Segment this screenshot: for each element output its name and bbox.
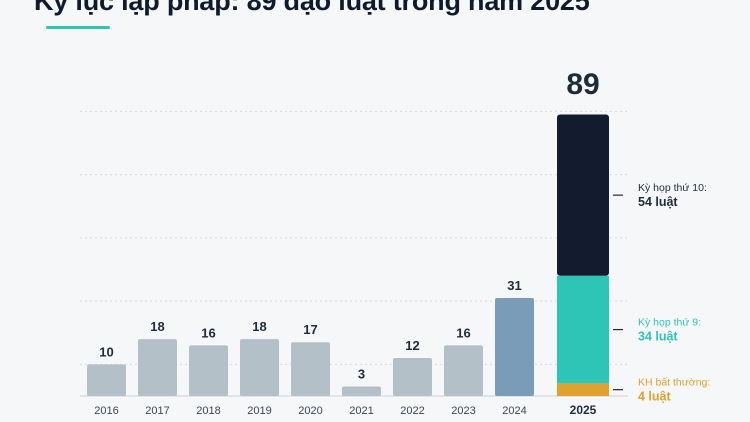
bar-2025-segment-1 [557,383,609,396]
annotation-label-2: Kỳ họp thứ 9: [638,317,701,329]
x-tick-2020: 2020 [298,405,322,417]
x-tick-2022: 2022 [400,405,424,417]
x-tick-2023: 2023 [451,405,475,417]
bar-value-2018: 16 [201,325,215,340]
annotation-value-3: 54 luật [638,195,678,209]
bar-value-2017: 18 [150,319,164,334]
bar-2024 [495,297,534,396]
bar-value-2021: 3 [358,367,365,382]
bar-2021 [342,386,381,396]
annotation-value-1: 4 luật [638,390,671,404]
bar-2019 [240,339,279,396]
bar-2016 [87,364,126,396]
x-tick-2019: 2019 [247,405,271,417]
x-tick-2017: 2017 [145,405,169,417]
bar-value-2016: 10 [99,344,113,359]
bar-2018 [189,345,228,396]
bar-2022 [393,358,432,396]
bar-2020 [291,342,330,396]
bar-2023 [444,345,483,396]
bar-value-2022: 12 [405,338,419,353]
bar-value-2023: 16 [456,325,470,340]
bar-value-2024: 31 [507,278,521,293]
bar-value-2025: 89 [566,68,599,101]
bar-value-2020: 17 [303,322,317,337]
annotation-label-1: KH bất thường: [638,377,710,389]
annotation-value-2: 34 luật [638,330,678,344]
bar-2025-segment-3 [557,114,609,276]
x-tick-2021: 2021 [349,405,373,417]
bar-2017 [138,339,177,396]
annotation-label-3: Kỳ họp thứ 10: [638,182,707,194]
bar-value-2019: 18 [252,319,266,334]
x-tick-2024: 2024 [502,405,526,417]
chart-title: Kỷ lục lập pháp: 89 đạo luật trong năm 2… [34,0,590,16]
x-tick-2025: 2025 [570,403,597,417]
x-tick-2018: 2018 [196,405,220,417]
x-tick-2016: 2016 [94,405,118,417]
bar-2025-segment-2 [557,275,609,384]
title-underline [46,26,110,29]
